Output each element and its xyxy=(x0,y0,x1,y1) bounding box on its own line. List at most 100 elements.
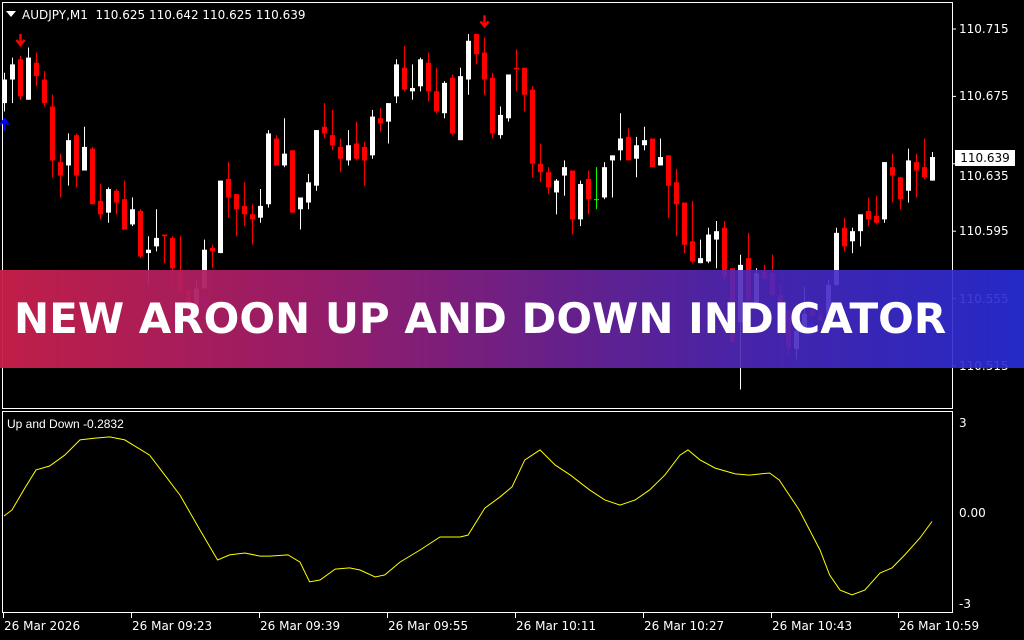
candle xyxy=(618,113,623,161)
candle-body xyxy=(26,57,31,100)
symbol-label: AUDJPY,M1 xyxy=(22,8,88,22)
candle-body xyxy=(290,150,295,213)
candle-body xyxy=(82,146,87,171)
candle-body xyxy=(34,62,39,77)
candle xyxy=(346,130,351,166)
candle xyxy=(434,67,439,114)
candle xyxy=(426,52,431,102)
candle xyxy=(50,94,55,178)
candle xyxy=(650,138,655,168)
candle-body xyxy=(10,64,15,80)
candle-body xyxy=(210,248,215,252)
candle-body xyxy=(338,146,343,159)
candle-body xyxy=(122,199,127,230)
candle xyxy=(410,64,415,100)
title-banner: NEW AROON UP AND DOWN INDICATOR xyxy=(0,270,1024,368)
candle xyxy=(666,155,671,218)
candle-body xyxy=(58,162,63,176)
candle-body xyxy=(546,172,551,188)
time-tick-label: 26 Mar 09:39 xyxy=(260,619,341,633)
candle xyxy=(546,167,551,195)
time-tick-label: 26 Mar 10:27 xyxy=(644,619,725,633)
candle-body xyxy=(874,216,879,223)
candle-body xyxy=(258,205,263,218)
candle-body xyxy=(610,155,615,161)
candle xyxy=(418,57,423,92)
candle xyxy=(562,160,567,196)
candle xyxy=(514,49,519,92)
banner-text: NEW AROON UP AND DOWN INDICATOR xyxy=(14,294,947,343)
candle xyxy=(58,153,63,198)
candle-body xyxy=(66,140,71,166)
candle-body xyxy=(474,34,479,55)
indicator-title: Up and Down -0.2832 xyxy=(7,417,124,431)
candle xyxy=(890,153,895,203)
candle-body xyxy=(370,116,375,156)
candle xyxy=(98,183,103,220)
candle-body xyxy=(346,145,351,161)
candle-body xyxy=(138,210,143,257)
candle-body xyxy=(282,153,287,166)
candle xyxy=(522,67,527,112)
candle xyxy=(578,180,583,227)
candle-body xyxy=(666,155,671,186)
candle xyxy=(130,197,135,227)
candle-body xyxy=(530,89,535,164)
candle xyxy=(474,34,479,65)
indicator-value: -0.2832 xyxy=(83,417,124,431)
candle-body xyxy=(266,133,271,205)
price-tick-label: 110.595 xyxy=(959,224,1009,239)
sell-arrow-icon xyxy=(15,33,26,47)
candle xyxy=(610,155,615,198)
candle-body xyxy=(922,167,927,178)
indicator-tick-bottom: -3 xyxy=(959,597,971,611)
candle xyxy=(386,103,391,144)
candle-body xyxy=(898,177,903,200)
candle-body xyxy=(418,59,423,87)
candle-body xyxy=(90,148,95,205)
candle-body xyxy=(642,140,647,146)
indicator-name: Up and Down xyxy=(7,417,80,431)
candle-body xyxy=(394,64,399,97)
candle xyxy=(122,180,127,230)
candle-body xyxy=(906,160,911,191)
time-tick-label: 26 Mar 10:59 xyxy=(899,619,980,633)
candle xyxy=(338,138,343,173)
chart-header: AUDJPY,M1 110.625 110.642 110.625 110.63… xyxy=(6,8,305,22)
candle-body xyxy=(298,197,303,210)
candle-body xyxy=(706,234,711,262)
candle xyxy=(370,109,375,159)
candle xyxy=(330,109,335,151)
candle xyxy=(162,234,167,264)
price-tick-label: 110.715 xyxy=(959,21,1009,36)
time-tick-label: 26 Mar 09:55 xyxy=(388,619,469,633)
candle xyxy=(250,204,255,245)
time-tick-label: 26 Mar 10:43 xyxy=(772,619,853,633)
candle xyxy=(306,173,311,210)
candle-body xyxy=(506,74,511,119)
candle-body xyxy=(618,138,623,151)
candle-body xyxy=(306,182,311,203)
candle-body xyxy=(234,194,239,210)
candle-body xyxy=(866,210,871,220)
dropdown-triangle-icon[interactable] xyxy=(6,11,16,17)
candle xyxy=(42,71,47,107)
candle-body xyxy=(650,138,655,168)
candle xyxy=(274,135,279,166)
candle-body xyxy=(410,87,415,92)
candle-body xyxy=(714,231,719,240)
candle-body xyxy=(378,118,383,124)
indicator-line xyxy=(3,436,933,596)
candle xyxy=(530,86,535,178)
candle-body xyxy=(482,52,487,80)
candle-body xyxy=(146,249,151,254)
candle xyxy=(314,130,319,191)
candle xyxy=(210,244,215,269)
candle-body xyxy=(834,232,839,286)
candle-body xyxy=(226,178,231,198)
candle xyxy=(266,130,271,208)
candle xyxy=(290,150,295,213)
candle xyxy=(362,141,367,186)
candle-body xyxy=(690,241,695,262)
time-tick-label: 26 Mar 10:11 xyxy=(516,619,597,633)
